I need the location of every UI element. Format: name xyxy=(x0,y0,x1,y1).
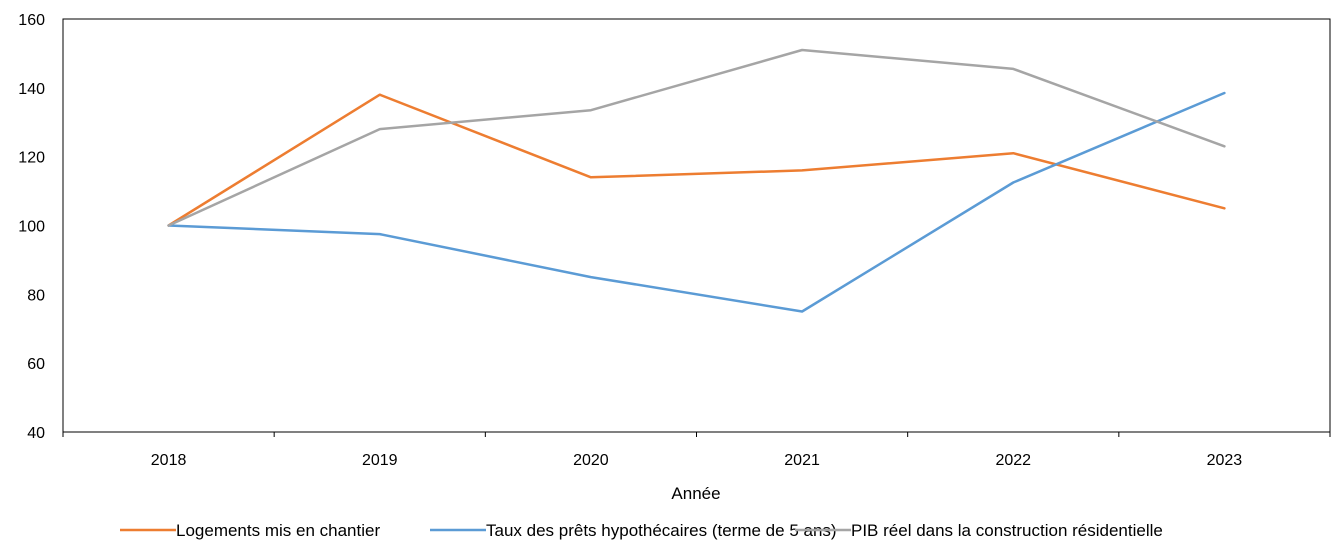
legend: Logements mis en chantier Taux des prêts … xyxy=(120,521,1163,540)
y-tick-label: 160 xyxy=(18,12,45,29)
x-axis-title: Année xyxy=(671,484,720,503)
y-tick-label: 60 xyxy=(27,356,45,373)
x-tick-label: 2020 xyxy=(573,452,609,469)
x-tick-label: 2018 xyxy=(151,452,187,469)
x-tick-label: 2022 xyxy=(995,452,1031,469)
legend-label-3: PIB réel dans la construction résidentie… xyxy=(851,521,1163,540)
series-line-1 xyxy=(167,93,1226,227)
legend-label-2: Taux des prêts hypothécaires (terme de 5… xyxy=(486,521,837,540)
plot-area xyxy=(62,18,1331,433)
y-tick-label: 40 xyxy=(27,425,45,442)
x-tick-label: 2021 xyxy=(784,452,820,469)
y-tick-label: 80 xyxy=(27,287,45,304)
y-tick-label: 120 xyxy=(18,150,45,167)
y-tick-label: 100 xyxy=(18,219,45,236)
legend-label-1: Logements mis en chantier xyxy=(176,521,380,540)
series-line-3 xyxy=(167,48,1226,227)
y-axis-ticks: 40 60 80 100 120 140 160 xyxy=(18,12,45,442)
y-tick-label: 140 xyxy=(18,81,45,98)
series-lines xyxy=(167,48,1226,313)
series-line-2 xyxy=(167,91,1226,313)
x-tick-label: 2019 xyxy=(362,452,398,469)
x-axis-ticks: 2018 2019 2020 2021 2022 2023 xyxy=(62,432,1331,469)
x-tick-label: 2023 xyxy=(1207,452,1243,469)
